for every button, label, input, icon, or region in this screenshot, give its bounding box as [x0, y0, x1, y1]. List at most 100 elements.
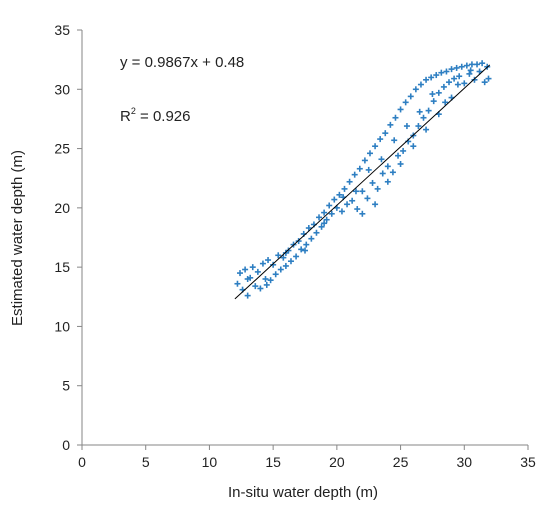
- data-point: [391, 137, 398, 144]
- data-point: [326, 202, 333, 209]
- data-point: [244, 292, 251, 299]
- data-point: [428, 74, 435, 81]
- data-point: [303, 241, 310, 248]
- x-tick-label: 5: [142, 454, 150, 470]
- x-axis: 0 5 10 15 20 25 30 35: [78, 444, 536, 470]
- data-point: [321, 209, 328, 216]
- data-point: [412, 86, 419, 93]
- data-point: [454, 81, 461, 88]
- y-tick-label: 20: [54, 200, 70, 216]
- data-point: [308, 235, 315, 242]
- data-point: [423, 76, 430, 83]
- data-point: [259, 260, 266, 267]
- data-point: [316, 214, 323, 221]
- data-point: [407, 93, 414, 100]
- y-tick-label: 30: [54, 81, 70, 97]
- data-point: [402, 99, 409, 106]
- data-point: [336, 191, 343, 198]
- data-point: [341, 185, 348, 192]
- data-point: [389, 169, 396, 176]
- data-point: [257, 285, 264, 292]
- data-point: [305, 225, 312, 232]
- data-point: [298, 246, 305, 253]
- data-point: [242, 266, 249, 273]
- data-point: [361, 157, 368, 164]
- trendline-group: [234, 64, 491, 300]
- data-point: [262, 276, 269, 282]
- data-point: [423, 126, 430, 133]
- data-point: [267, 277, 274, 284]
- x-tick-label: 20: [329, 454, 345, 470]
- data-point: [400, 147, 407, 154]
- trendline: [234, 64, 491, 300]
- data-point: [313, 229, 320, 236]
- data-point: [442, 99, 449, 106]
- data-point: [466, 70, 473, 77]
- data-point: [471, 76, 478, 83]
- data-point: [420, 114, 427, 121]
- data-point: [445, 79, 452, 86]
- data-point: [265, 257, 272, 264]
- data-point: [359, 188, 366, 195]
- y-tick-label: 35: [54, 22, 70, 38]
- data-point: [354, 206, 361, 213]
- data-point: [323, 216, 330, 223]
- data-point: [468, 61, 475, 68]
- y-tick-label: 5: [62, 378, 70, 394]
- data-point: [384, 178, 391, 185]
- data-point: [338, 208, 345, 215]
- data-point: [479, 60, 486, 67]
- data-point: [244, 276, 251, 282]
- data-point: [252, 283, 259, 290]
- data-point: [234, 280, 241, 287]
- x-axis-title: In-situ water depth (m): [228, 484, 378, 501]
- data-point: [321, 220, 328, 227]
- data-point: [379, 170, 386, 177]
- data-point: [293, 253, 300, 260]
- data-point: [387, 121, 394, 128]
- data-point: [456, 73, 463, 80]
- y-axis: 0 5 10 15 20 25 30 35: [54, 22, 83, 453]
- data-point: [453, 64, 460, 71]
- data-point: [318, 223, 325, 230]
- data-point: [461, 80, 468, 87]
- data-point: [397, 106, 404, 113]
- x-tick-label: 0: [78, 454, 86, 470]
- data-point: [433, 72, 440, 79]
- data-point: [254, 268, 261, 275]
- data-point: [263, 281, 270, 288]
- y-tick-label: 25: [54, 141, 70, 157]
- data-point: [372, 143, 379, 150]
- data-point: [438, 69, 445, 76]
- data-point: [372, 201, 379, 208]
- data-point: [377, 136, 384, 143]
- data-point: [382, 130, 389, 137]
- data-point: [282, 262, 289, 269]
- r-squared-value: = 0.926: [136, 108, 191, 125]
- r-squared-superscript: 2: [131, 106, 136, 116]
- data-point: [277, 266, 284, 273]
- data-point: [415, 123, 422, 130]
- data-point: [392, 114, 399, 121]
- data-point: [410, 143, 417, 150]
- data-point: [467, 67, 474, 74]
- data-point: [374, 185, 381, 192]
- data-point: [451, 75, 458, 82]
- data-point: [270, 261, 277, 268]
- data-point: [302, 247, 308, 254]
- data-point: [369, 179, 376, 186]
- r-squared-prefix: R: [120, 108, 131, 125]
- x-tick-label: 35: [520, 454, 536, 470]
- data-point: [351, 171, 358, 178]
- r-squared-annotation: R2 = 0.926: [120, 106, 191, 125]
- data-point: [331, 196, 338, 203]
- data-point: [249, 264, 256, 271]
- x-tick-label: 30: [456, 454, 472, 470]
- data-point: [429, 91, 436, 98]
- data-point: [476, 68, 483, 75]
- data-point: [359, 210, 366, 217]
- data-point: [366, 150, 373, 157]
- data-point: [425, 107, 432, 114]
- x-tick-label: 10: [202, 454, 218, 470]
